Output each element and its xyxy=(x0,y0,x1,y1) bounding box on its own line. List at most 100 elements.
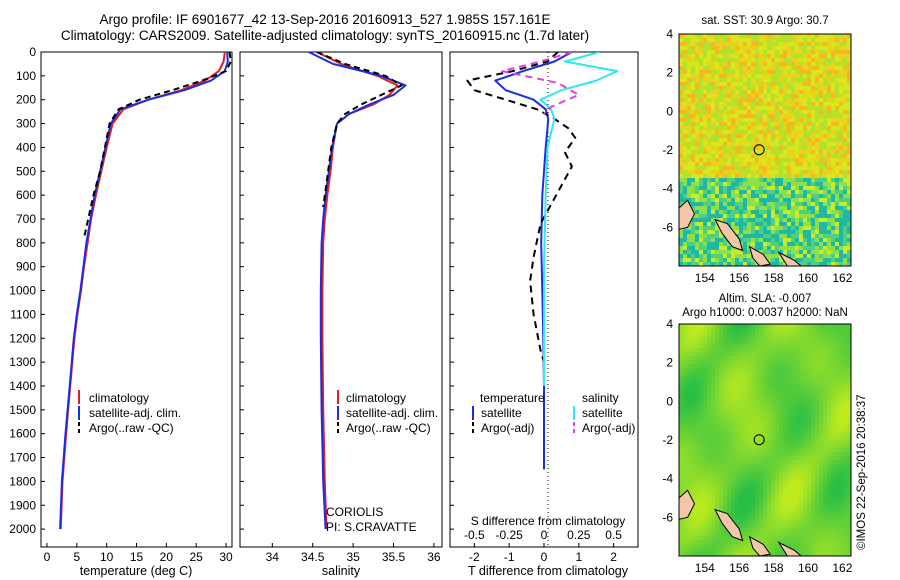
map-cell xyxy=(763,348,768,353)
map-cell xyxy=(703,356,708,361)
map-cell xyxy=(779,122,784,127)
map-cell xyxy=(747,210,752,215)
map-cell xyxy=(795,460,800,465)
map-cell xyxy=(767,504,772,509)
map-cell xyxy=(687,82,692,87)
map-cell xyxy=(823,464,828,469)
map-cell xyxy=(711,238,716,243)
map-cell xyxy=(703,242,708,247)
map-cell xyxy=(703,238,708,243)
map-cell xyxy=(803,234,808,239)
map-cell xyxy=(727,512,732,517)
map-cell xyxy=(719,368,724,373)
map-cell xyxy=(795,436,800,441)
map-cell xyxy=(683,440,688,445)
map-cell xyxy=(763,142,768,147)
map-cell xyxy=(719,74,724,79)
map-cell xyxy=(683,110,688,115)
map-cell xyxy=(707,512,712,517)
map-cell xyxy=(759,86,764,91)
map-cell xyxy=(723,94,728,99)
map-cell xyxy=(695,524,700,529)
map-cell xyxy=(815,62,820,67)
map-cell xyxy=(803,206,808,211)
map-cell xyxy=(687,114,692,119)
map-cell xyxy=(799,392,804,397)
map-cell xyxy=(703,166,708,171)
map-cell xyxy=(811,46,816,51)
map-cell xyxy=(735,404,740,409)
map-cell xyxy=(691,250,696,255)
map-cell xyxy=(823,520,828,525)
map-cell xyxy=(759,70,764,75)
map-cell xyxy=(743,428,748,433)
map-cell xyxy=(815,202,820,207)
map-cell xyxy=(691,416,696,421)
map-cell xyxy=(763,392,768,397)
map-cell xyxy=(811,364,816,369)
map-cell xyxy=(727,496,732,501)
map-cell xyxy=(795,94,800,99)
map-cell xyxy=(787,520,792,525)
map-cell xyxy=(783,336,788,341)
map-cell xyxy=(815,324,820,329)
map-cell xyxy=(795,480,800,485)
map-cell xyxy=(711,328,716,333)
map-cell xyxy=(715,492,720,497)
map-cell xyxy=(803,520,808,525)
map-cell xyxy=(823,352,828,357)
map-cell xyxy=(747,162,752,167)
map-cell xyxy=(731,130,736,135)
map-cell xyxy=(703,412,708,417)
map-cell xyxy=(803,432,808,437)
map-cell xyxy=(755,364,760,369)
map-cell xyxy=(711,376,716,381)
map-cell xyxy=(763,94,768,99)
map-cell xyxy=(775,102,780,107)
map-cell xyxy=(747,448,752,453)
map-cell xyxy=(687,182,692,187)
map-cell xyxy=(759,348,764,353)
map-cell xyxy=(735,106,740,111)
map-cell xyxy=(731,90,736,95)
map-cell xyxy=(715,70,720,75)
map-cell xyxy=(707,444,712,449)
map-cell xyxy=(843,400,848,405)
map-cell xyxy=(843,344,848,349)
map-cell xyxy=(811,436,816,441)
map-cell xyxy=(679,138,684,143)
map-cell xyxy=(795,496,800,501)
map-cell xyxy=(679,42,684,47)
map-cell xyxy=(815,524,820,529)
map-cell xyxy=(767,364,772,369)
map-cell xyxy=(699,174,704,179)
map-cell xyxy=(735,138,740,143)
map-cell xyxy=(771,352,776,357)
map-cell xyxy=(739,432,744,437)
map-cell xyxy=(715,146,720,151)
map-cell xyxy=(683,82,688,87)
map-cell xyxy=(819,134,824,139)
map-cell xyxy=(783,348,788,353)
map-cell xyxy=(819,364,824,369)
map-cell xyxy=(739,94,744,99)
map-cell xyxy=(687,62,692,67)
map-cell xyxy=(759,186,764,191)
map-cell xyxy=(835,178,840,183)
map-cell xyxy=(707,230,712,235)
map-cell xyxy=(711,324,716,329)
map-cell xyxy=(755,126,760,131)
map-cell xyxy=(767,122,772,127)
map-cell xyxy=(699,250,704,255)
map-cell xyxy=(707,524,712,529)
map-cell xyxy=(827,118,832,123)
map-cell xyxy=(807,440,812,445)
map-cell xyxy=(727,432,732,437)
map-cell xyxy=(831,130,836,135)
map-cell xyxy=(807,254,812,259)
map-cell xyxy=(679,448,684,453)
map-cell xyxy=(711,424,716,429)
map-cell xyxy=(839,380,844,385)
map-cell xyxy=(755,102,760,107)
map-cell xyxy=(687,138,692,143)
